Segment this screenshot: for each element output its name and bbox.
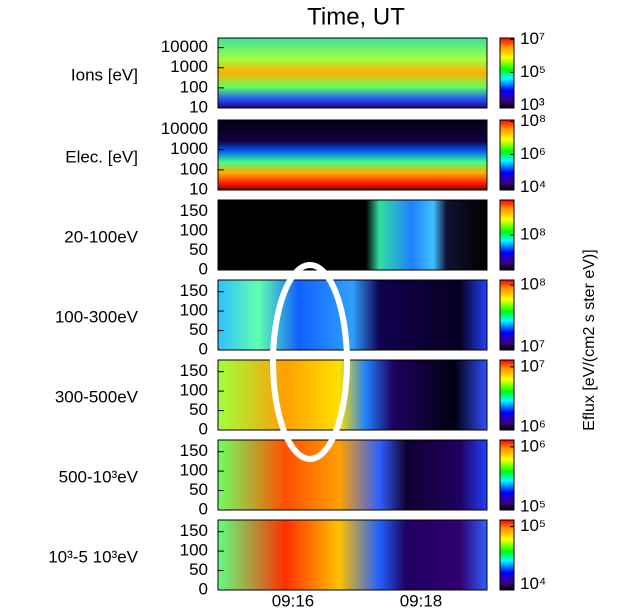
colorbar-tick-label: 10⁵	[520, 516, 546, 535]
colorbar-tick-label: 10⁵	[520, 62, 546, 81]
y-tick-label: 0	[199, 499, 208, 518]
y-tick-label: 150	[180, 361, 208, 380]
colorbar-tick-label: 10⁷	[520, 337, 545, 356]
spectrogram	[217, 279, 488, 351]
colorbar-tick-label: 10⁷	[520, 356, 545, 375]
y-tick-label: 10	[189, 179, 208, 198]
y-tick-label: 100	[180, 381, 208, 400]
panel-label: 20-100eV	[64, 227, 138, 246]
y-tick-label: 0	[199, 339, 208, 358]
panel-label: 10³-5 10³eV	[48, 547, 138, 566]
spectrogram	[217, 119, 488, 191]
y-tick-label: 0	[199, 419, 208, 438]
y-tick-label: 50	[189, 240, 208, 259]
spectrogram	[217, 519, 488, 591]
y-tick-label: 100	[180, 159, 208, 178]
colorbar	[499, 359, 515, 431]
colorbar-tick-label: 10⁷	[520, 29, 545, 48]
panel-label: 300-500eV	[55, 387, 139, 406]
y-tick-label: 10000	[161, 37, 208, 56]
y-tick-label: 150	[180, 281, 208, 300]
y-tick-label: 50	[189, 560, 208, 579]
y-tick-label: 0	[199, 579, 208, 598]
panel-label: Elec. [eV]	[65, 147, 138, 166]
panel-label: Ions [eV]	[71, 65, 138, 84]
y-tick-label: 10000	[161, 119, 208, 138]
panel-label: 100-300eV	[55, 307, 139, 326]
y-tick-label: 100	[180, 77, 208, 96]
y-tick-label: 1000	[170, 57, 208, 76]
colorbar	[499, 519, 515, 591]
colorbar	[499, 37, 515, 109]
highlight-ellipse	[270, 262, 350, 462]
colorbar-tick-label: 10⁴	[520, 177, 546, 196]
colorbar-tick-label: 10⁶	[520, 436, 546, 455]
y-tick-label: 50	[189, 400, 208, 419]
colorbar-tick-label: 10⁶	[520, 417, 546, 436]
y-tick-label: 1000	[170, 139, 208, 158]
colorbar	[499, 279, 515, 351]
y-tick-label: 150	[180, 441, 208, 460]
y-tick-label: 100	[180, 541, 208, 560]
title: Time, UT	[307, 3, 405, 30]
spectrogram	[217, 37, 488, 109]
y-tick-label: 100	[180, 221, 208, 240]
y-tick-label: 10	[189, 97, 208, 116]
colorbar-tick-label: 10⁸	[520, 224, 546, 243]
x-tick-label: 09:18	[400, 591, 443, 610]
colorbar-tick-label: 10⁸	[520, 274, 546, 293]
y-tick-label: 100	[180, 301, 208, 320]
y-tick-label: 100	[180, 461, 208, 480]
colorbar-tick-label: 10³	[520, 95, 545, 114]
colorbar	[499, 119, 515, 191]
colorbar-label: Eflux [eV/(cm2 s ster eV)]	[581, 249, 598, 430]
x-tick-label: 09:16	[272, 591, 315, 610]
spectrogram	[217, 359, 488, 431]
spectrogram	[217, 439, 488, 511]
panel-label: 500-10³eV	[59, 467, 139, 486]
y-tick-label: 150	[180, 201, 208, 220]
colorbar	[499, 439, 515, 511]
spectrogram	[217, 199, 488, 271]
y-tick-label: 150	[180, 521, 208, 540]
colorbar-tick-label: 10⁶	[520, 144, 546, 163]
colorbar-tick-label: 10⁴	[520, 574, 546, 593]
y-tick-label: 0	[199, 259, 208, 278]
y-tick-label: 50	[189, 320, 208, 339]
colorbar-tick-label: 10⁵	[520, 497, 546, 516]
y-tick-label: 50	[189, 480, 208, 499]
colorbar-tick-label: 10⁸	[520, 111, 546, 130]
